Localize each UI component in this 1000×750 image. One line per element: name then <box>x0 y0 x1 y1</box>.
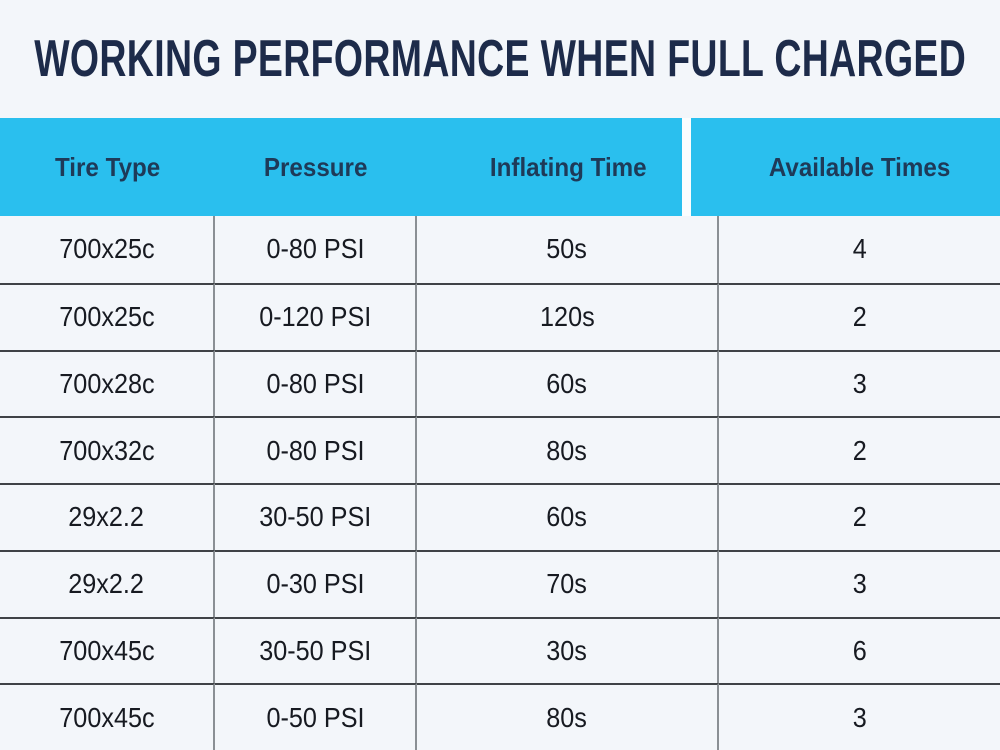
table-cell: 30-50 PSI <box>215 616 417 684</box>
table-cell-text: 700x45c <box>58 701 155 733</box>
table-cell: 4 <box>719 216 1000 283</box>
table-cell: 0-80 PSI <box>215 416 417 483</box>
table-cell: 80s <box>417 416 719 483</box>
header-column-divider <box>682 118 691 216</box>
table-cell: 3 <box>719 683 1000 750</box>
table-cell: 70s <box>417 549 719 617</box>
table-cell-text: 0-80 PSI <box>265 233 365 265</box>
table-cell: 3 <box>719 349 1000 417</box>
table-cell-text: 80s <box>546 434 588 466</box>
column-header-inflating-time: Inflating Time <box>417 118 719 216</box>
table-cell: 700x45c <box>0 616 215 684</box>
table-cell-text: 700x25c <box>58 301 155 333</box>
table-cell-text: 0-50 PSI <box>265 701 365 733</box>
table-cell: 0-80 PSI <box>215 349 417 417</box>
column-header-tire-type: Tire Type <box>0 118 215 216</box>
column-header-label: Inflating Time <box>489 151 647 182</box>
table-cell-text: 30s <box>546 634 588 666</box>
table-cell: 2 <box>719 416 1000 483</box>
table-cell-text: 120s <box>539 301 595 333</box>
table-cell: 0-30 PSI <box>215 549 417 617</box>
table-cell: 60s <box>417 349 719 417</box>
table-cell-text: 29x2.2 <box>68 501 145 533</box>
table-cell-text: 2 <box>852 301 867 333</box>
table-cell: 700x45c <box>0 683 215 750</box>
table-cell-text: 60s <box>546 367 588 399</box>
table-cell: 3 <box>719 549 1000 617</box>
table-cell: 60s <box>417 483 719 550</box>
column-header-label: Tire Type <box>54 151 161 182</box>
table-cell-text: 50s <box>546 233 588 265</box>
column-header-available-times: Available Times <box>719 118 1000 216</box>
table-cell: 0-80 PSI <box>215 216 417 283</box>
table-cell: 120s <box>417 282 719 350</box>
table-cell-text: 3 <box>852 701 867 733</box>
table-cell-text: 3 <box>852 568 867 600</box>
table-cell-text: 60s <box>546 501 588 533</box>
table-cell-text: 70s <box>546 568 588 600</box>
column-header-pressure: Pressure <box>215 118 417 216</box>
table-cell-text: 0-80 PSI <box>265 367 365 399</box>
table-cell: 6 <box>719 616 1000 684</box>
table-cell: 29x2.2 <box>0 483 215 550</box>
table-cell: 30s <box>417 616 719 684</box>
table-cell-text: 700x28c <box>58 367 155 399</box>
title-bar: WORKING PERFORMANCE WHEN FULL CHARGED <box>0 0 1000 118</box>
table-cell: 0-120 PSI <box>215 282 417 350</box>
table-cell-text: 0-120 PSI <box>258 301 372 333</box>
table-cell: 2 <box>719 282 1000 350</box>
table-cell: 29x2.2 <box>0 549 215 617</box>
table-cell-text: 2 <box>852 501 867 533</box>
table-cell: 700x25c <box>0 216 215 283</box>
table-cell-text: 80s <box>546 701 588 733</box>
table-cell-text: 0-80 PSI <box>265 434 365 466</box>
table-cell: 30-50 PSI <box>215 483 417 550</box>
table-cell: 0-50 PSI <box>215 683 417 750</box>
table-cell-text: 2 <box>852 434 867 466</box>
performance-table: Tire Type Pressure Inflating Time Availa… <box>0 118 1000 750</box>
table-cell-text: 700x45c <box>58 634 155 666</box>
table-cell-text: 30-50 PSI <box>258 501 372 533</box>
column-header-label: Pressure <box>264 151 368 182</box>
table-cell-text: 700x32c <box>58 434 155 466</box>
table-cell-text: 6 <box>852 634 867 666</box>
table-cell: 700x25c <box>0 282 215 350</box>
table-cell: 80s <box>417 683 719 750</box>
table-cell: 2 <box>719 483 1000 550</box>
table-cell-text: 29x2.2 <box>68 568 145 600</box>
table-cell-text: 3 <box>852 367 867 399</box>
column-header-label: Available Times <box>768 151 951 182</box>
table-cell: 50s <box>417 216 719 283</box>
table-cell-text: 30-50 PSI <box>258 634 372 666</box>
table-cell-text: 0-30 PSI <box>265 568 365 600</box>
table-cell: 700x32c <box>0 416 215 483</box>
page-title: WORKING PERFORMANCE WHEN FULL CHARGED <box>34 30 966 88</box>
table-cell: 700x28c <box>0 349 215 417</box>
table-cell-text: 4 <box>852 233 867 265</box>
table-cell-text: 700x25c <box>58 233 155 265</box>
